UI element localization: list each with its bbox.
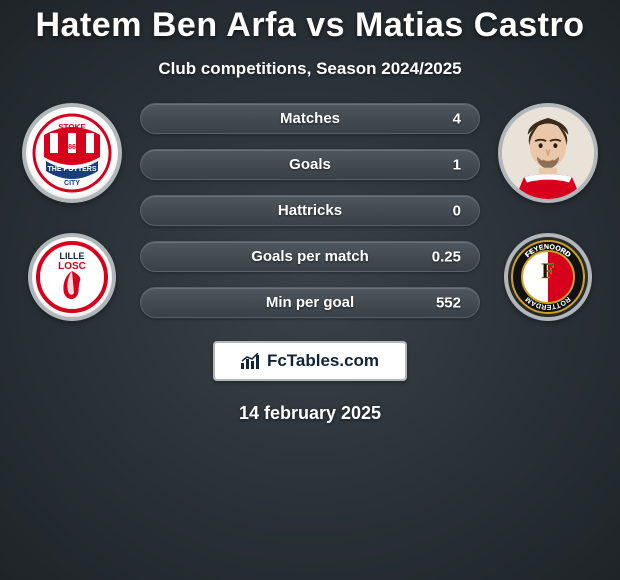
stat-row: Goals per match 0.25 (140, 241, 480, 272)
stat-right-value: 0.25 (432, 248, 461, 265)
svg-text:CITY: CITY (64, 180, 80, 187)
avatar-icon (502, 103, 594, 203)
stat-label: Matches (280, 110, 340, 127)
stat-row: Goals 1 (140, 149, 480, 180)
stat-right-value: 1 (453, 156, 461, 173)
lille-icon: LILLE LOSC (36, 241, 108, 313)
svg-text:F: F (541, 258, 554, 283)
left-column: THE POTTERS STOKE CITY 1863 LILLE LOSC (22, 103, 122, 321)
stat-right-value: 4 (453, 110, 461, 127)
stat-row: Min per goal 552 (140, 287, 480, 318)
stats-list: Matches 4 Goals 1 Hattricks 0 Goals per … (140, 103, 480, 318)
stoke-icon: THE POTTERS STOKE CITY 1863 (32, 113, 112, 193)
brand-badge[interactable]: FcTables.com (213, 341, 407, 381)
stat-label: Goals per match (251, 248, 369, 265)
chart-icon (241, 353, 261, 369)
feyenoord-icon: F FEYENOORD FEYENOORD ROTTERDAM (509, 238, 587, 316)
stat-row: Hattricks 0 (140, 195, 480, 226)
stat-label: Goals (289, 156, 331, 173)
svg-text:LOSC: LOSC (58, 261, 86, 272)
page-title: Hatem Ben Arfa vs Matias Castro (36, 6, 585, 45)
subtitle: Club competitions, Season 2024/2025 (158, 59, 461, 79)
svg-text:STOKE: STOKE (58, 123, 86, 132)
player-avatar (498, 103, 598, 203)
brand-text: FcTables.com (267, 351, 379, 371)
stat-row: Matches 4 (140, 103, 480, 134)
svg-text:THE POTTERS: THE POTTERS (47, 166, 96, 173)
club-badge-feyenoord: F FEYENOORD FEYENOORD ROTTERDAM (504, 233, 592, 321)
comparison-card: Hatem Ben Arfa vs Matias Castro Club com… (0, 0, 620, 580)
comparison-body: THE POTTERS STOKE CITY 1863 LILLE LOSC (0, 103, 620, 321)
svg-text:LILLE: LILLE (60, 251, 85, 261)
right-column: F FEYENOORD FEYENOORD ROTTERDAM (498, 103, 598, 321)
stat-label: Min per goal (266, 294, 354, 311)
club-badge-stoke: THE POTTERS STOKE CITY 1863 (22, 103, 122, 203)
club-badge-lille: LILLE LOSC (28, 233, 116, 321)
footer-date: 14 february 2025 (239, 403, 381, 424)
stat-label: Hattricks (278, 202, 342, 219)
svg-text:1863: 1863 (64, 144, 80, 151)
stat-right-value: 552 (436, 294, 461, 311)
stat-right-value: 0 (453, 202, 461, 219)
